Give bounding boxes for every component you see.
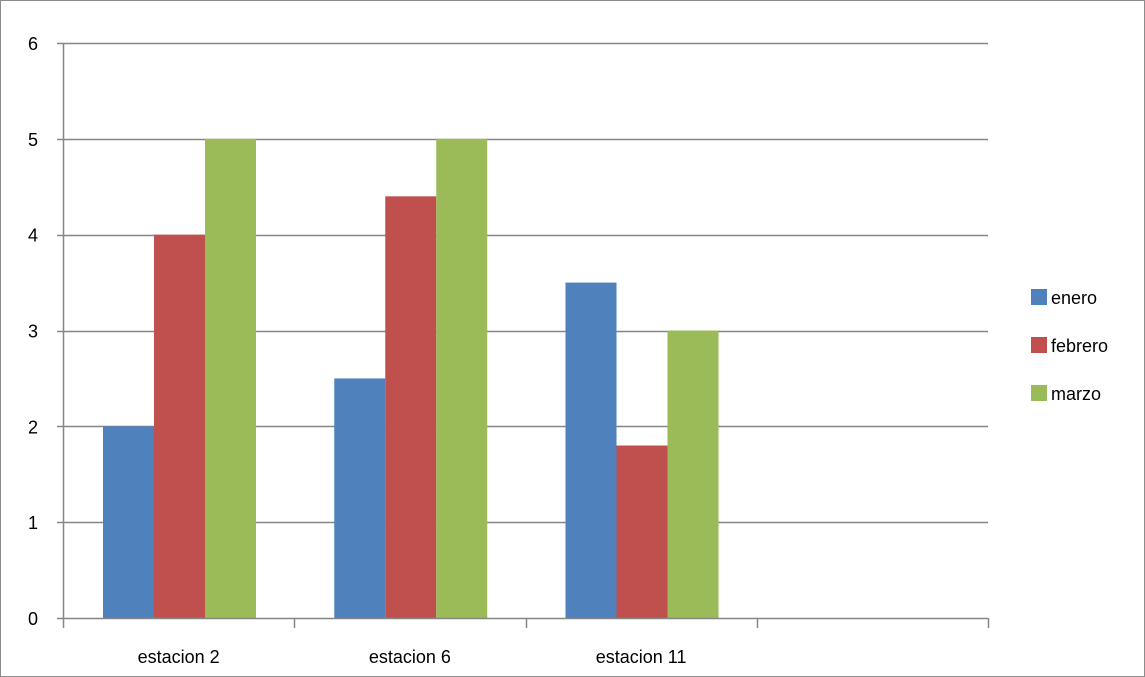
y-tick-label-3: 3 [28,322,38,342]
y-tick-labels: 0 1 2 3 4 5 6 [28,34,38,629]
legend-label-enero: enero [1051,288,1097,308]
y-tick-label-6: 6 [28,34,38,54]
bar-enero-2 [565,282,617,618]
y-tick-label-2: 2 [28,417,38,437]
y-tick-label-5: 5 [28,130,38,150]
bar-febrero-1 [385,196,437,619]
x-tick-label-1: estacion 6 [369,647,451,667]
legend: enero febrero marzo [1031,288,1108,404]
legend-swatch-febrero [1031,337,1047,353]
legend-item-marzo: marzo [1031,384,1101,404]
legend-item-enero: enero [1031,288,1097,308]
y-tick-label-0: 0 [28,609,38,629]
y-tick-label-4: 4 [28,226,38,246]
legend-swatch-marzo [1031,385,1047,401]
legend-label-febrero: febrero [1051,336,1108,356]
bar-febrero-2 [616,445,668,618]
bar-febrero-0 [154,234,205,618]
bar-marzo-2 [667,330,719,618]
axes [57,42,990,628]
bar-enero-1 [334,378,386,618]
x-tick-label-2: estacion 11 [596,647,687,667]
bar-enero-0 [103,426,154,618]
x-tick-label-0: estacion 2 [138,647,220,667]
bars [103,138,719,619]
y-tick-label-1: 1 [28,513,38,533]
bar-marzo-0 [205,138,256,619]
legend-item-febrero: febrero [1031,336,1108,356]
bar-marzo-1 [436,138,488,619]
legend-swatch-enero [1031,289,1047,305]
x-tick-labels: estacion 2 estacion 6 estacion 11 [138,647,687,667]
legend-label-marzo: marzo [1051,384,1101,404]
